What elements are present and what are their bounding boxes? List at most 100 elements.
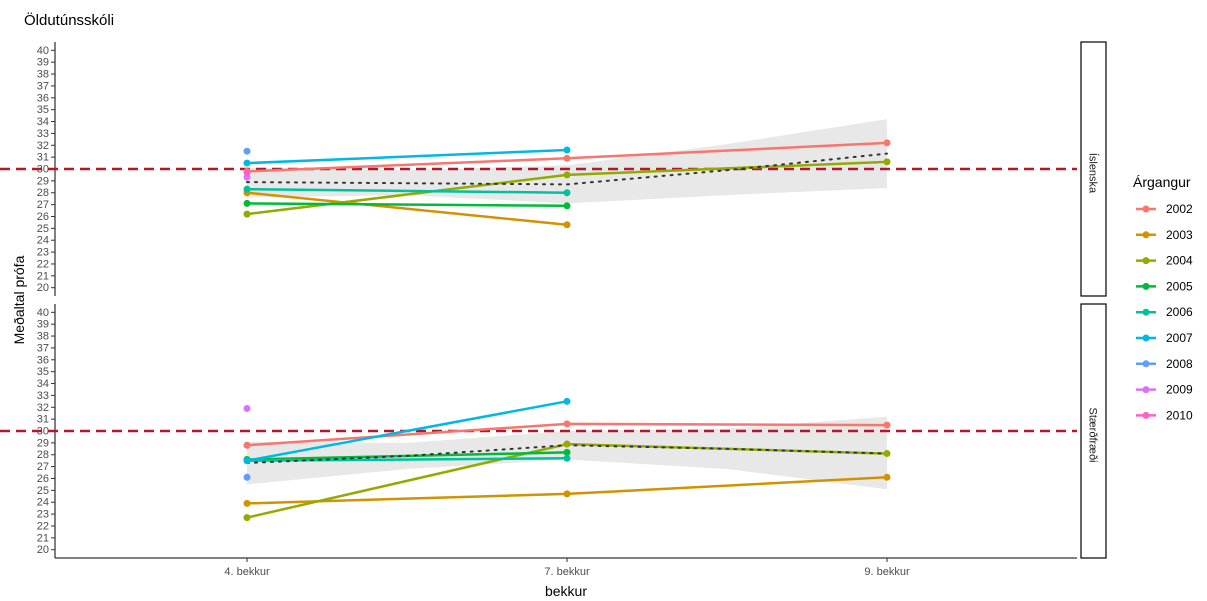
data-point-2004	[563, 440, 571, 448]
legend-key-point	[1142, 231, 1150, 239]
data-point-2003	[563, 221, 571, 229]
data-point-2002	[563, 420, 571, 428]
y-tick-label: 27	[37, 461, 49, 473]
y-tick-label: 37	[37, 342, 49, 354]
data-point-2007	[243, 457, 251, 465]
y-tick-label: 40	[37, 45, 49, 57]
data-point-2007	[243, 159, 251, 167]
data-point-2005	[243, 199, 251, 207]
y-axis-title: Meðaltal prófa	[11, 255, 27, 344]
y-tick-label: 38	[37, 69, 49, 81]
legend-label: 2006	[1166, 305, 1193, 319]
series-line-2007	[246, 400, 568, 462]
series-line-2007	[246, 148, 568, 165]
data-point-2005	[563, 202, 571, 210]
legend: Árgangur 2002 2003 2004 2005 2006 2007 2008 200…	[1133, 174, 1193, 422]
legend-key-point	[1142, 360, 1150, 368]
legend-key-point	[1142, 205, 1150, 213]
y-tick-label: 28	[37, 187, 49, 199]
data-point-2002	[883, 421, 891, 429]
y-tick-label: 26	[37, 211, 49, 223]
y-tick-label: 32	[37, 140, 49, 152]
x-tick-label: 4. bekkur	[224, 566, 270, 578]
y-tick-label: 38	[37, 331, 49, 343]
x-tick-label: 7. bekkur	[544, 566, 590, 578]
facet-strip-label: Stærðfræði	[1087, 407, 1099, 462]
y-tick-label: 32	[37, 402, 49, 414]
data-point-2008	[243, 473, 251, 481]
data-point-2003	[563, 490, 571, 498]
facet-strip-box	[1080, 303, 1107, 559]
y-tick-label: 26	[37, 473, 49, 485]
y-tick-label: 28	[37, 449, 49, 461]
y-tick-label: 31	[37, 152, 49, 164]
trend-line	[246, 152, 888, 186]
x-tick-label: 9. bekkur	[864, 566, 910, 578]
series-line-2005	[246, 202, 568, 208]
panel-2: 2021222324252627282930313233343536373839…	[0, 303, 1107, 559]
data-point-2010	[243, 169, 251, 177]
legend-label: 2005	[1166, 279, 1193, 293]
y-tick-label: 37	[37, 80, 49, 92]
data-point-2004	[243, 514, 251, 522]
y-tick-label: 23	[37, 509, 49, 521]
legend-label: 2008	[1166, 357, 1193, 371]
data-point-2006	[563, 189, 571, 197]
y-tick-label: 34	[37, 116, 49, 128]
data-point-2009	[243, 404, 251, 412]
y-tick-label: 21	[37, 270, 49, 282]
data-point-2004	[883, 450, 891, 458]
data-point-2006	[563, 454, 571, 462]
legend-label: 2007	[1166, 331, 1193, 345]
data-point-2003	[243, 499, 251, 507]
data-point-2003	[883, 473, 891, 481]
y-tick-label: 29	[37, 437, 49, 449]
legend-key-point	[1142, 334, 1150, 342]
data-point-2004	[243, 210, 251, 218]
y-tick-label: 21	[37, 532, 49, 544]
legend-key-point	[1142, 282, 1150, 290]
y-tick-label: 27	[37, 199, 49, 211]
y-tick-label: 34	[37, 378, 49, 390]
facet-strip-box	[1080, 41, 1107, 297]
y-tick-label: 30	[37, 426, 49, 438]
data-point-2008	[243, 147, 251, 155]
panels: 2021222324252627282930313233343536373839…	[0, 41, 1107, 578]
y-tick-label: 36	[37, 354, 49, 366]
legend-key-point	[1142, 308, 1150, 316]
y-tick-label: 29	[37, 175, 49, 187]
legend-title: Árgangur	[1133, 174, 1191, 190]
x-axis-title: bekkur	[545, 583, 587, 599]
data-point-2004	[883, 158, 891, 166]
data-point-2006	[243, 185, 251, 193]
legend-label: 2010	[1166, 408, 1193, 422]
series-line-2006	[246, 187, 568, 194]
legend-key-point	[1142, 411, 1150, 419]
y-tick-label: 24	[37, 497, 49, 509]
y-tick-label: 40	[37, 307, 49, 319]
y-tick-label: 35	[37, 366, 49, 378]
data-point-2004	[563, 171, 571, 179]
y-tick-label: 25	[37, 485, 49, 497]
data-point-2002	[883, 139, 891, 147]
y-tick-label: 22	[37, 520, 49, 532]
legend-label: 2004	[1166, 254, 1193, 268]
y-tick-label: 24	[37, 235, 49, 247]
data-point-2007	[563, 397, 571, 405]
legend-key-point	[1142, 386, 1150, 394]
y-tick-label: 33	[37, 390, 49, 402]
legend-label: 2003	[1166, 228, 1193, 242]
series-line-2006	[246, 457, 568, 462]
y-tick-label: 36	[37, 92, 49, 104]
y-tick-label: 35	[37, 104, 49, 116]
data-point-2007	[563, 146, 571, 154]
legend-label: 2009	[1166, 383, 1193, 397]
data-point-2002	[243, 441, 251, 449]
facet-strip-label: Íslenska	[1087, 153, 1100, 194]
data-point-2002	[563, 154, 571, 162]
plot-title: Öldutúnsskóli	[24, 11, 114, 29]
y-tick-label: 39	[37, 57, 49, 69]
y-tick-label: 20	[37, 544, 49, 556]
legend-label: 2002	[1166, 202, 1193, 216]
